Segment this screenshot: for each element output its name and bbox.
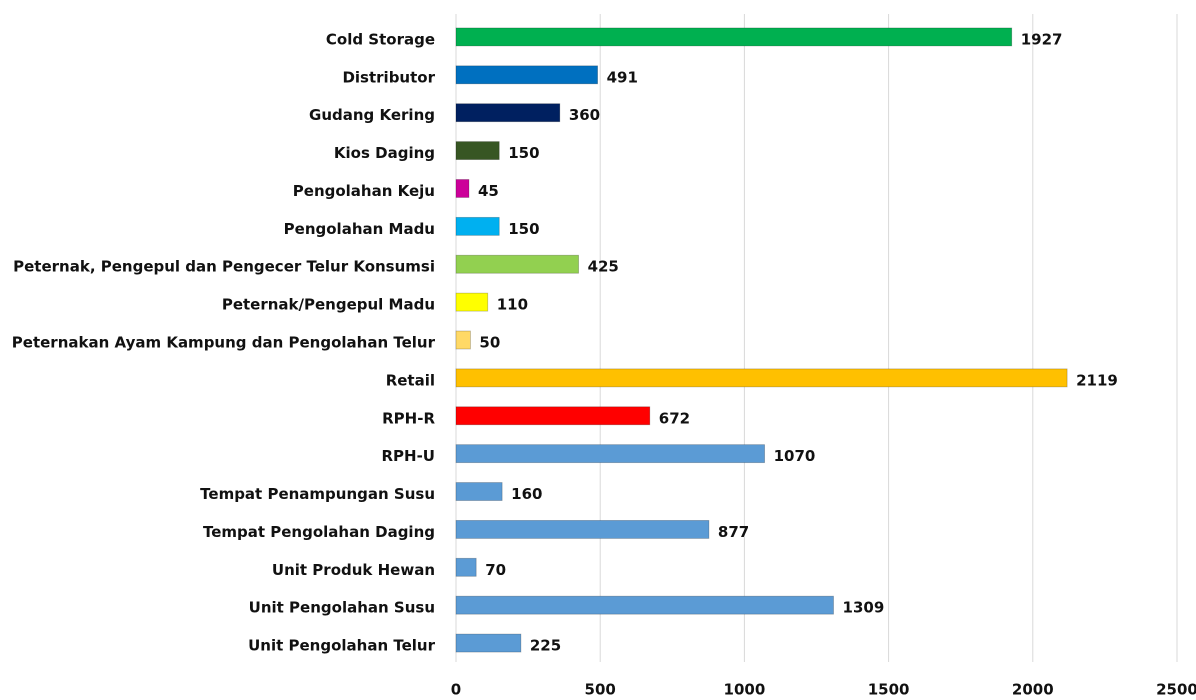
y-tick-label: Unit Pengolahan Telur <box>248 637 435 655</box>
data-label: 1309 <box>843 599 885 617</box>
data-label: 150 <box>508 144 539 162</box>
y-tick-label: RPH-R <box>382 409 435 427</box>
y-tick-label: Peternak/Pengepul Madu <box>222 296 435 314</box>
bar <box>455 292 489 312</box>
bar <box>455 444 765 464</box>
bar <box>455 557 477 577</box>
data-label: 225 <box>530 637 561 655</box>
y-tick-label: Cold Storage <box>326 30 435 48</box>
data-label: 1070 <box>774 447 816 465</box>
data-label: 425 <box>588 258 619 276</box>
bar <box>455 330 471 350</box>
y-tick-label: Gudang Kering <box>309 106 435 124</box>
y-tick-label: Peternakan Ayam Kampung dan Pengolahan T… <box>12 334 436 352</box>
y-tick-label: Retail <box>386 371 435 389</box>
data-label: 672 <box>659 409 690 427</box>
bar <box>455 27 1013 47</box>
x-tick-label: 2000 <box>1012 681 1054 699</box>
bar <box>455 368 1068 388</box>
bar <box>455 65 599 85</box>
data-label: 70 <box>485 561 506 579</box>
data-label: 877 <box>718 523 749 541</box>
bar <box>455 633 522 653</box>
y-tick-label: Kios Daging <box>334 144 435 162</box>
y-tick-label: RPH-U <box>381 447 435 465</box>
bar <box>455 179 470 198</box>
y-tick-label: Pengolahan Keju <box>293 182 435 200</box>
data-label: 1927 <box>1021 30 1063 48</box>
y-tick-label: Peternak, Pengepul dan Pengecer Telur Ko… <box>13 258 435 276</box>
bar <box>455 216 500 236</box>
y-tick-label: Pengolahan Madu <box>284 220 435 238</box>
bar <box>455 103 561 123</box>
y-tick-label: Tempat Penampungan Susu <box>200 485 435 503</box>
bar <box>455 254 579 274</box>
data-label: 360 <box>569 106 600 124</box>
x-tick-label: 1000 <box>724 681 766 699</box>
data-label: 50 <box>479 334 500 352</box>
y-tick-label: Unit Pengolahan Susu <box>249 599 435 617</box>
bar <box>455 595 834 615</box>
data-label: 2119 <box>1076 371 1118 389</box>
y-tick-label: Tempat Pengolahan Daging <box>203 523 435 541</box>
bar <box>455 141 500 160</box>
data-label: 491 <box>607 68 638 86</box>
x-tick-label: 1500 <box>868 681 910 699</box>
bar <box>455 406 651 426</box>
y-tick-label: Distributor <box>342 68 435 86</box>
data-label: 160 <box>511 485 542 503</box>
data-label: 110 <box>497 296 528 314</box>
x-tick-label: 2500 <box>1156 681 1196 699</box>
data-label: 45 <box>478 182 499 200</box>
x-tick-label: 0 <box>451 681 461 699</box>
x-tick-label: 500 <box>585 681 616 699</box>
data-label: 150 <box>508 220 539 238</box>
bar <box>455 520 710 539</box>
y-tick-label: Unit Produk Hewan <box>272 561 435 579</box>
bar <box>455 482 503 501</box>
